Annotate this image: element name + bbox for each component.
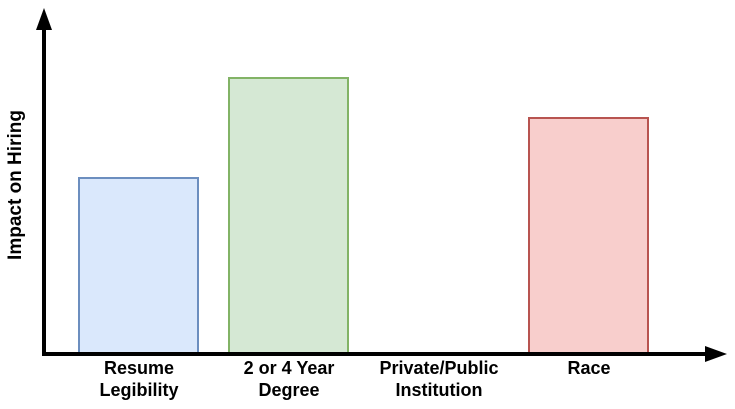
category-label-line: Race (567, 358, 611, 378)
category-label-2-or-4-year-degree: 2 or 4 Year Degree (209, 357, 369, 401)
category-label-line: 2 or 4 Year (243, 358, 335, 378)
category-label-line: Degree (258, 380, 320, 400)
bar-resume-legibility (78, 177, 199, 354)
category-label-line: Private/Public (379, 358, 499, 378)
category-label-line: Institution (395, 380, 483, 400)
category-label-line: Legibility (99, 380, 179, 400)
category-label-resume-legibility: Resume Legibility (59, 357, 219, 401)
bar-race (528, 117, 649, 354)
category-label-line: Resume (103, 358, 175, 378)
category-label-race: Race (509, 357, 669, 379)
y-axis-label: Impact on Hiring (5, 110, 26, 260)
bar-2-or-4-year-degree (228, 77, 349, 354)
category-label-private-public-institution: Private/Public Institution (359, 357, 519, 401)
y-axis-arrow-icon (36, 8, 52, 30)
x-axis-arrow-icon (705, 346, 727, 362)
